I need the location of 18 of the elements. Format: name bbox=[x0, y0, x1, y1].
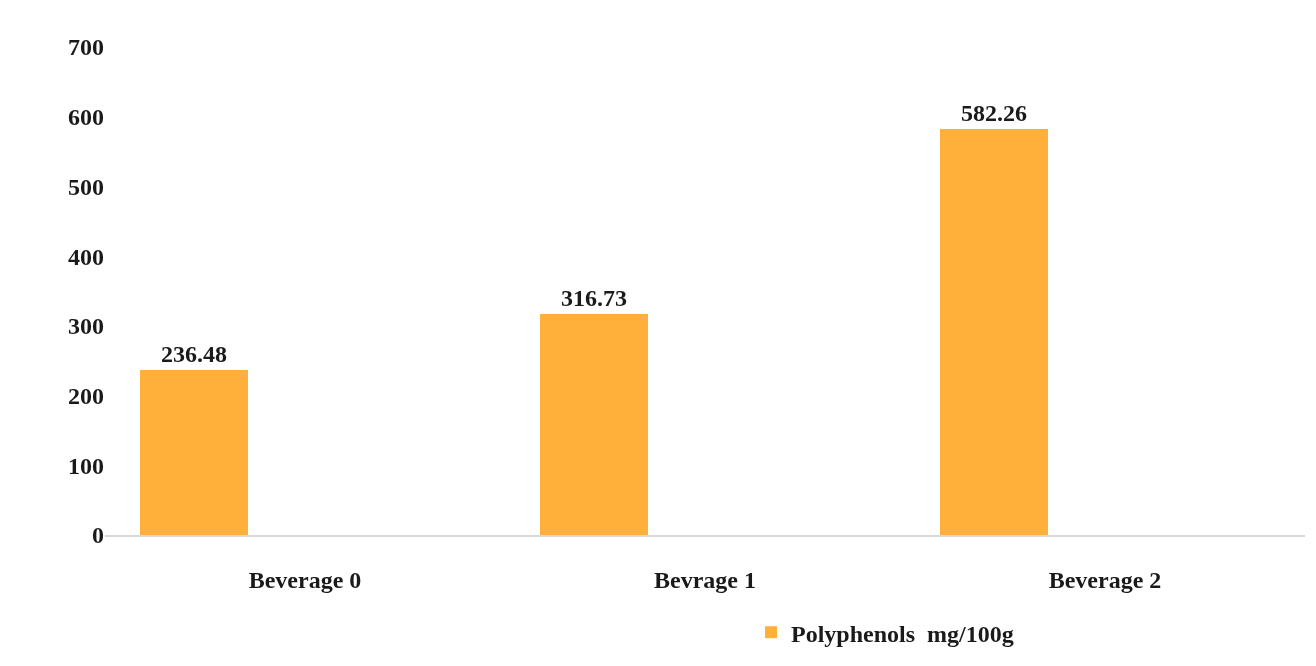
y-tick-label: 0 bbox=[92, 522, 104, 549]
y-tick-label: 100 bbox=[68, 452, 104, 479]
data-label: 236.48 bbox=[161, 341, 227, 367]
bar bbox=[940, 129, 1048, 535]
y-tick-label: 700 bbox=[68, 34, 104, 61]
x-tick-label: Beverage 2 bbox=[1048, 566, 1162, 593]
data-label: 582.26 bbox=[961, 100, 1027, 126]
y-tick-label: 200 bbox=[68, 382, 104, 409]
x-tick-label: Bevrage 1 bbox=[654, 566, 756, 593]
y-tick-label: 600 bbox=[68, 104, 104, 131]
bar bbox=[540, 314, 648, 535]
bar bbox=[140, 370, 248, 535]
y-tick-label: 500 bbox=[68, 173, 104, 200]
x-tick-label: Beverage 0 bbox=[248, 566, 362, 593]
data-label: 316.73 bbox=[561, 285, 627, 311]
legend-label: Polyphenols mg/100g bbox=[791, 620, 1014, 647]
y-tick-label: 300 bbox=[68, 313, 104, 340]
y-tick-label: 400 bbox=[68, 243, 104, 270]
